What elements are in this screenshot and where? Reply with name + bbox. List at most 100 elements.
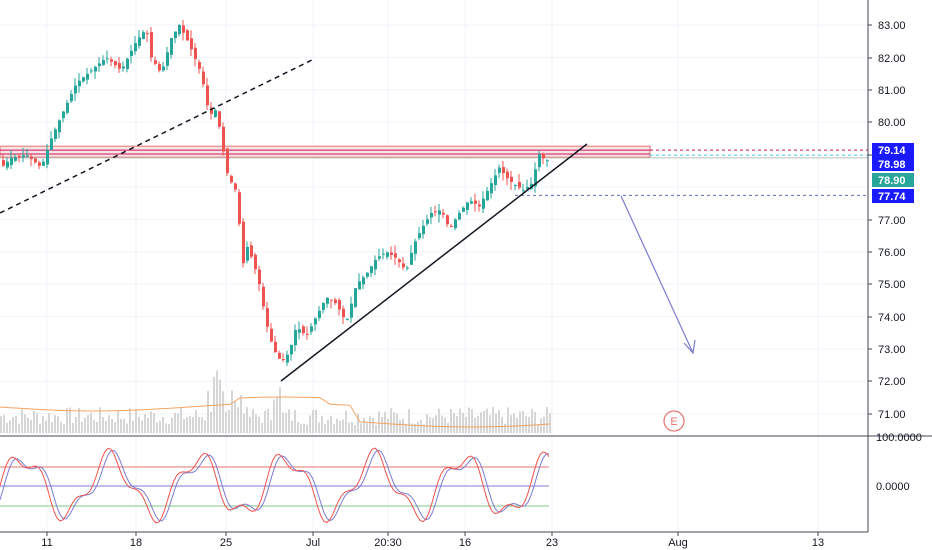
candle-body [314,318,317,325]
projection-arrowhead [683,339,696,355]
candle-body [178,25,181,35]
price-tick-label: 72.00 [878,376,906,388]
volume-bar [456,416,458,433]
candle-body [442,212,445,215]
volume-bar [156,422,158,433]
volume-bar [507,407,509,433]
candle-body [50,138,53,150]
volume-bar [57,416,59,433]
volume-bar [261,422,263,433]
volume-bar [231,390,233,433]
price-level-tag[interactable] [872,157,914,171]
volume-bar [201,417,203,433]
candle-body [362,277,365,285]
volume-bar [411,423,413,433]
candle-body [490,183,493,194]
volume-bar [222,391,224,433]
candle-body [170,37,173,55]
candle-body [246,246,249,261]
candle-body [154,60,157,64]
volume-bar [372,417,374,433]
candle-body [318,310,321,319]
volume-bar [0,416,2,433]
candle-body [226,148,229,174]
earnings-label: E [670,416,677,428]
volume-bar [165,423,167,433]
candle-body [174,31,177,39]
candle-body [494,175,497,186]
volume-bar [84,417,86,433]
price-level-tag-label: 78.90 [878,175,906,187]
candle-body [54,129,57,140]
candle-body [238,192,241,224]
candle-body [266,308,269,327]
ascending-support-trendline[interactable] [280,143,588,382]
volume-bar [120,418,122,433]
time-tick-label: 13 [812,537,824,549]
volume-bar [444,417,446,433]
volume-bar [273,399,275,433]
volume-bar [333,423,335,433]
volume-bar [291,420,293,433]
volume-bar [306,424,308,433]
volume-bar [207,391,209,433]
volume-bar [405,423,407,433]
candle-body [470,201,473,204]
volume-bar [495,413,497,433]
volume-bar [246,407,248,433]
volume-bar [369,416,371,433]
volume-bar [450,408,452,433]
price-tick-label: 73.00 [878,344,906,356]
volume-bar [435,415,437,433]
earnings-marker[interactable]: E [663,410,685,432]
price-level-tag[interactable] [872,173,914,187]
volume-bar [204,420,206,433]
price-level-tag[interactable] [872,143,914,157]
volume-bar [396,413,398,433]
price-tick-label: 83.00 [878,20,906,32]
price-level-tag-label: 78.98 [878,159,906,171]
volume-bar [477,416,479,433]
volume-bar [453,413,455,433]
candle-body [406,267,409,269]
candle-body [18,155,21,157]
volume-bar [174,412,176,433]
broken-support-trendline[interactable] [0,59,313,214]
candle-body [358,281,361,290]
price-tick-label: 76.00 [878,247,906,259]
volume-bar [135,409,137,433]
volume-bar [429,417,431,433]
price-level-tag[interactable] [872,189,914,203]
oscillator-tick-label: 0.0000 [876,481,910,493]
price-tick-label: 75.00 [878,279,906,291]
candle-body [422,225,425,235]
time-tick-label: 20:30 [374,537,402,549]
volume-bar [60,421,62,433]
volume-bar [126,423,128,433]
candle-body [498,167,501,173]
price-tick-label: 81.00 [878,85,906,97]
candle-body [38,162,41,166]
volume-bar [75,417,77,433]
volume-bars [0,370,551,433]
candle-body [102,59,105,65]
candle-body [410,252,413,265]
volume-bar [441,415,443,433]
volume-bar [513,413,515,433]
volume-bar [141,420,143,433]
volume-bar [129,408,131,433]
volume-bar [519,411,521,433]
candle-body [262,286,265,307]
candle-body [482,198,485,209]
volume-bar [147,417,149,433]
candle-body [78,80,81,87]
candle-body [134,43,137,52]
volume-bar [345,410,347,433]
candle-body [34,158,37,163]
projection-arrow[interactable] [620,195,694,354]
candle-body [506,171,509,179]
price-tick-label: 74.00 [878,312,906,324]
candle-body [58,120,61,133]
